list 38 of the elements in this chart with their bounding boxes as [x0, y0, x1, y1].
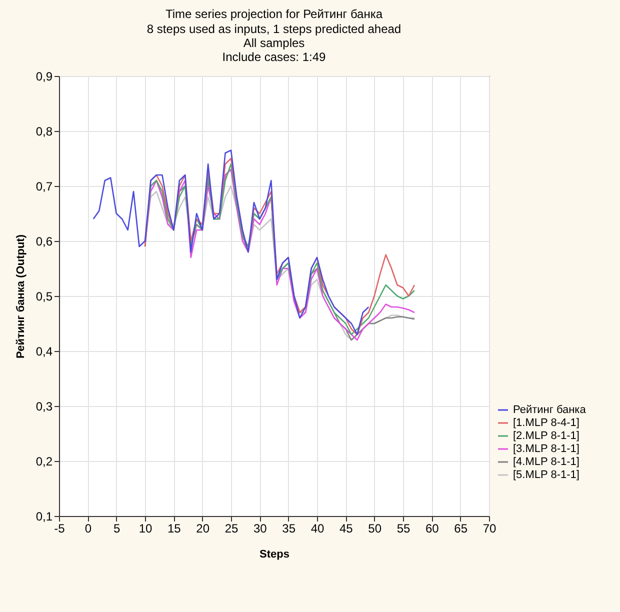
x-tick-label: 10 — [138, 522, 152, 536]
y-tick-label: 0,6 — [36, 234, 53, 248]
y-tick-label: 0,3 — [36, 400, 53, 414]
y-tick-label: 0,2 — [36, 454, 53, 468]
chart-subtitle: 8 steps used as inputs, 1 steps predicted ahead — [146, 22, 402, 36]
x-tick-label: 5 — [113, 522, 120, 536]
x-tick-label: 40 — [310, 522, 324, 536]
x-tick-label: 15 — [167, 522, 182, 536]
x-tick-label: 25 — [224, 522, 238, 536]
x-tick-label: 50 — [368, 522, 382, 536]
text: Include cases: 1:49 — [222, 50, 326, 64]
y-tick-label: 0,1 — [36, 510, 53, 524]
x-tick-label: 65 — [454, 522, 468, 536]
text: All samples — [243, 36, 305, 50]
x-tick-label: -5 — [54, 522, 66, 536]
y-tick-label: 0,5 — [36, 290, 53, 304]
chart-title: Time series projection for Рейтинг банка — [165, 7, 383, 21]
x-tick-label: 20 — [196, 522, 210, 536]
legend-label: Рейтинг банка — [513, 404, 587, 416]
y-tick-label: 0,8 — [36, 124, 53, 138]
legend-label: [2.MLP 8-1-1] — [513, 430, 580, 442]
x-tick-label: 70 — [482, 522, 496, 536]
x-tick-label: 35 — [282, 522, 296, 536]
legend-label: [4.MLP 8-1-1] — [513, 456, 580, 468]
x-tick-label: 0 — [84, 522, 92, 536]
legend-label: [1.MLP 8-4-1] — [513, 417, 580, 429]
x-tick-label: 60 — [425, 522, 440, 536]
legend-label: [5.MLP 8-1-1] — [513, 469, 580, 481]
y-tick-label: 0,7 — [36, 180, 53, 194]
x-tick-label: 45 — [339, 522, 354, 536]
legend-label: [3.MLP 8-1-1] — [513, 443, 580, 455]
y-tick-label: 0,4 — [36, 344, 53, 358]
x-tick-label: 30 — [253, 522, 268, 536]
y-tick-label: 0,9 — [36, 70, 53, 84]
x-tick-label: 55 — [396, 522, 410, 536]
y-axis-title: Рейтинг банка (Output) — [14, 234, 27, 358]
line-series — [92, 150, 370, 336]
x-axis-title: Steps — [260, 548, 290, 560]
